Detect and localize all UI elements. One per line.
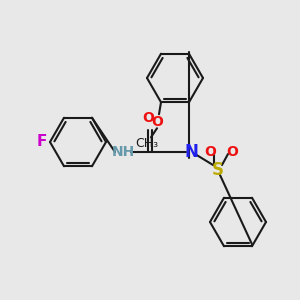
Text: F: F <box>37 134 47 149</box>
Text: CH₃: CH₃ <box>135 137 159 150</box>
Text: O: O <box>151 115 163 129</box>
Text: N: N <box>184 143 198 161</box>
Text: O: O <box>142 111 154 125</box>
Text: O: O <box>204 145 216 159</box>
Text: NH: NH <box>111 145 135 159</box>
Text: O: O <box>226 145 238 159</box>
Text: S: S <box>212 161 224 179</box>
